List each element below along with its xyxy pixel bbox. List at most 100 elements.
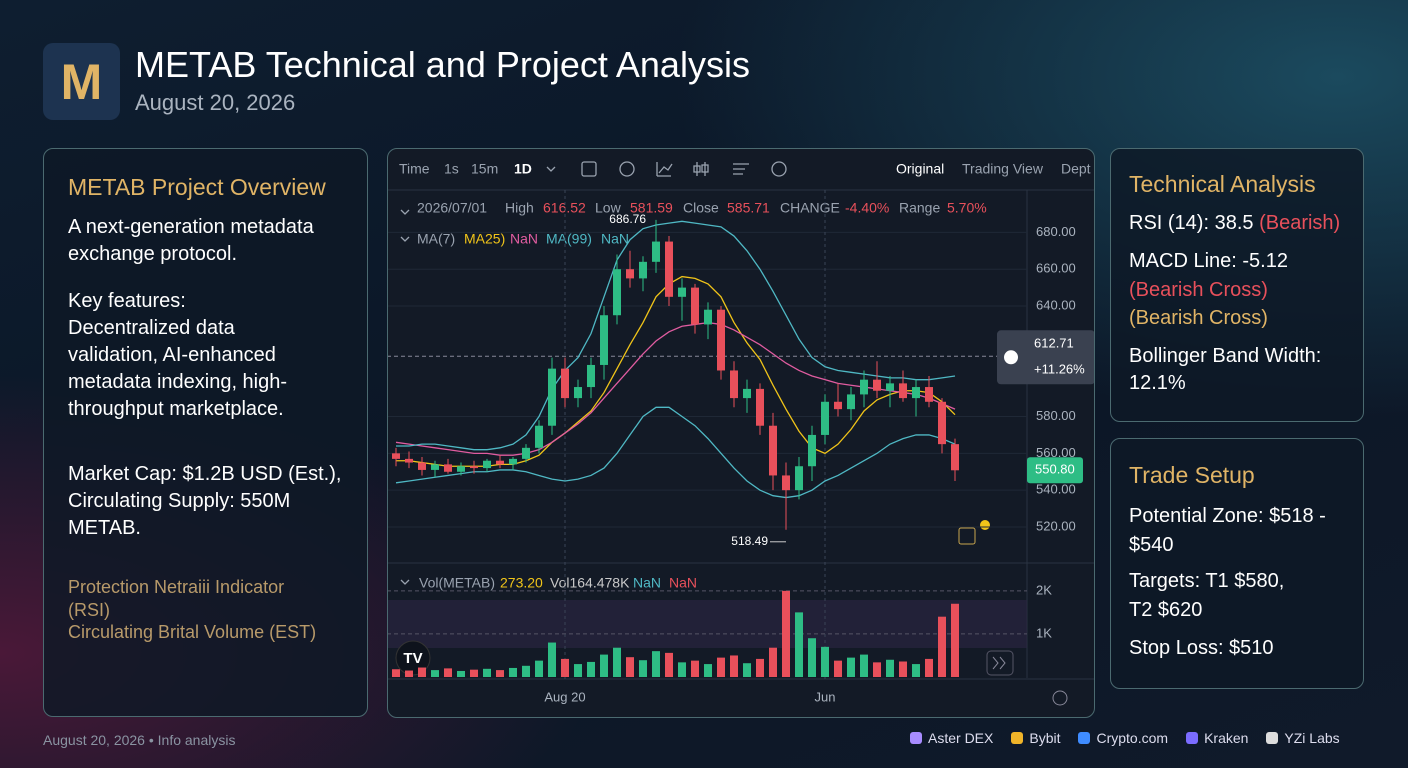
candle-body xyxy=(769,425,777,476)
volume-bar xyxy=(483,668,491,677)
exchange: Crypto.com xyxy=(1078,730,1168,746)
volume-bar xyxy=(613,647,621,677)
volume-bar xyxy=(951,603,959,677)
note: Protection Netraiii Indicator (RSI) xyxy=(68,577,285,620)
rsi-note: (Bearish) xyxy=(1259,212,1341,234)
zone: Potential Zone: $518 - $540 xyxy=(1129,505,1326,556)
technical-panel: Technical Analysis RSI (14): 38.5 (Beari… xyxy=(1110,148,1364,422)
candle-body xyxy=(613,269,621,316)
candle-body xyxy=(548,368,556,426)
candle-body xyxy=(717,309,725,371)
toolbar-item[interactable]: 1s xyxy=(444,161,459,177)
svg-text:TV: TV xyxy=(403,650,422,667)
candle-body xyxy=(496,460,504,465)
exchange-name: Aster DEX xyxy=(928,730,994,746)
volume-bar xyxy=(522,665,530,677)
y-tick-label: 540.00 xyxy=(1036,482,1076,497)
exchange-name: Crypto.com xyxy=(1096,730,1169,746)
overview-title: METAB Project Overview xyxy=(68,174,326,200)
info-date: 2026/07/01 xyxy=(417,200,487,216)
candle-body xyxy=(639,261,647,279)
volume-bar xyxy=(730,655,738,677)
title: METAB Technical and Project Analysis xyxy=(135,44,750,85)
crosshair-label: 612.71 xyxy=(1034,336,1074,351)
candle-body xyxy=(600,315,608,365)
y-tick-label: 660.00 xyxy=(1036,261,1076,276)
view-tab[interactable]: Dept xyxy=(1061,161,1091,177)
volume-bar xyxy=(938,616,946,677)
candle-body xyxy=(691,287,699,325)
date: August 20, 2026 xyxy=(135,90,296,115)
add-button[interactable] xyxy=(1004,350,1018,365)
exchange-icon xyxy=(1011,732,1024,744)
exchange: Aster DEX xyxy=(910,730,993,746)
targets: T2 $620 xyxy=(1129,599,1203,621)
crosshair-change: +11.26% xyxy=(1034,362,1085,377)
candle-body xyxy=(522,447,530,459)
candle-body xyxy=(457,466,465,472)
toolbar-item[interactable]: Time xyxy=(399,161,430,177)
info-low: 581.59 xyxy=(630,200,673,216)
macd-note: (Bearish Cross) xyxy=(1129,307,1268,329)
candle-body xyxy=(652,241,660,262)
toolbar-item[interactable]: 15m xyxy=(471,161,498,177)
features-label: Key features: xyxy=(68,290,186,312)
ma-legend: NaN xyxy=(601,231,629,247)
volume-bar xyxy=(418,667,426,677)
y-tick-label: 1K xyxy=(1036,625,1052,640)
candle-body xyxy=(405,458,413,463)
candle-body xyxy=(678,287,686,297)
volume-bar xyxy=(886,659,894,677)
volume-bar xyxy=(496,670,504,677)
volume-bar xyxy=(899,661,907,677)
exchange-icon xyxy=(1266,732,1279,744)
rsi: RSI (14): 38.5 (Bearish) xyxy=(1129,210,1340,237)
chart: TV Time 1s 15m 1D Original Trading View Dept 20… xyxy=(388,161,1094,706)
candle-body xyxy=(951,444,959,471)
info-high: 616.52 xyxy=(543,200,586,216)
volume-bar xyxy=(795,612,803,677)
exchange-icon xyxy=(1078,732,1091,744)
vol-legend: NaN xyxy=(633,575,661,591)
volume-bar xyxy=(535,660,543,677)
volume-bar xyxy=(587,661,595,677)
overview-intro: A next-generation metadata exchange prot… xyxy=(68,216,314,265)
footer-note: August 20, 2026 • Info analysis xyxy=(43,732,236,748)
view-tab[interactable]: Original xyxy=(896,161,944,177)
info-close-label: Close xyxy=(683,200,719,216)
info-range: 5.70% xyxy=(947,200,987,216)
volume-bar xyxy=(821,646,829,677)
candle-body xyxy=(470,466,478,469)
toolbar-item[interactable]: 1D xyxy=(514,161,532,177)
volume-bar xyxy=(691,660,699,677)
candle-body xyxy=(574,387,582,399)
view-tab[interactable]: Trading View xyxy=(962,161,1044,177)
candle-body xyxy=(418,462,426,470)
indicator-line xyxy=(395,321,956,456)
x-tick-label: Jun xyxy=(815,689,836,704)
high-marker: 686.76 xyxy=(609,212,646,226)
volume-bar xyxy=(600,654,608,677)
candle-body xyxy=(392,453,400,459)
rsi-text: RSI (14): 38.5 xyxy=(1129,212,1254,234)
candle-body xyxy=(834,401,842,410)
volume-bar xyxy=(834,660,842,677)
ma-legend: MA25) xyxy=(464,231,505,247)
technical-title: Technical Analysis xyxy=(1129,171,1316,197)
y-tick-label: 580.00 xyxy=(1036,408,1076,423)
exchange-name: YZi Labs xyxy=(1284,730,1340,746)
exchange: Kraken xyxy=(1186,730,1248,746)
ma-legend: NaN xyxy=(510,231,538,247)
volume-bar xyxy=(704,664,712,677)
candle-body xyxy=(912,387,920,399)
volume-bar xyxy=(574,664,582,677)
exchange-name: Bybit xyxy=(1029,730,1061,746)
volume-bar xyxy=(717,657,725,677)
exchange-icon xyxy=(910,732,922,744)
last-price-label: 550.80 xyxy=(1035,462,1075,477)
candle-body xyxy=(587,364,595,388)
price-box xyxy=(997,330,1094,385)
indicator-line xyxy=(396,220,956,451)
volume-bar xyxy=(457,670,465,677)
features: Decentralized data validation, AI-enhanc… xyxy=(68,317,288,420)
